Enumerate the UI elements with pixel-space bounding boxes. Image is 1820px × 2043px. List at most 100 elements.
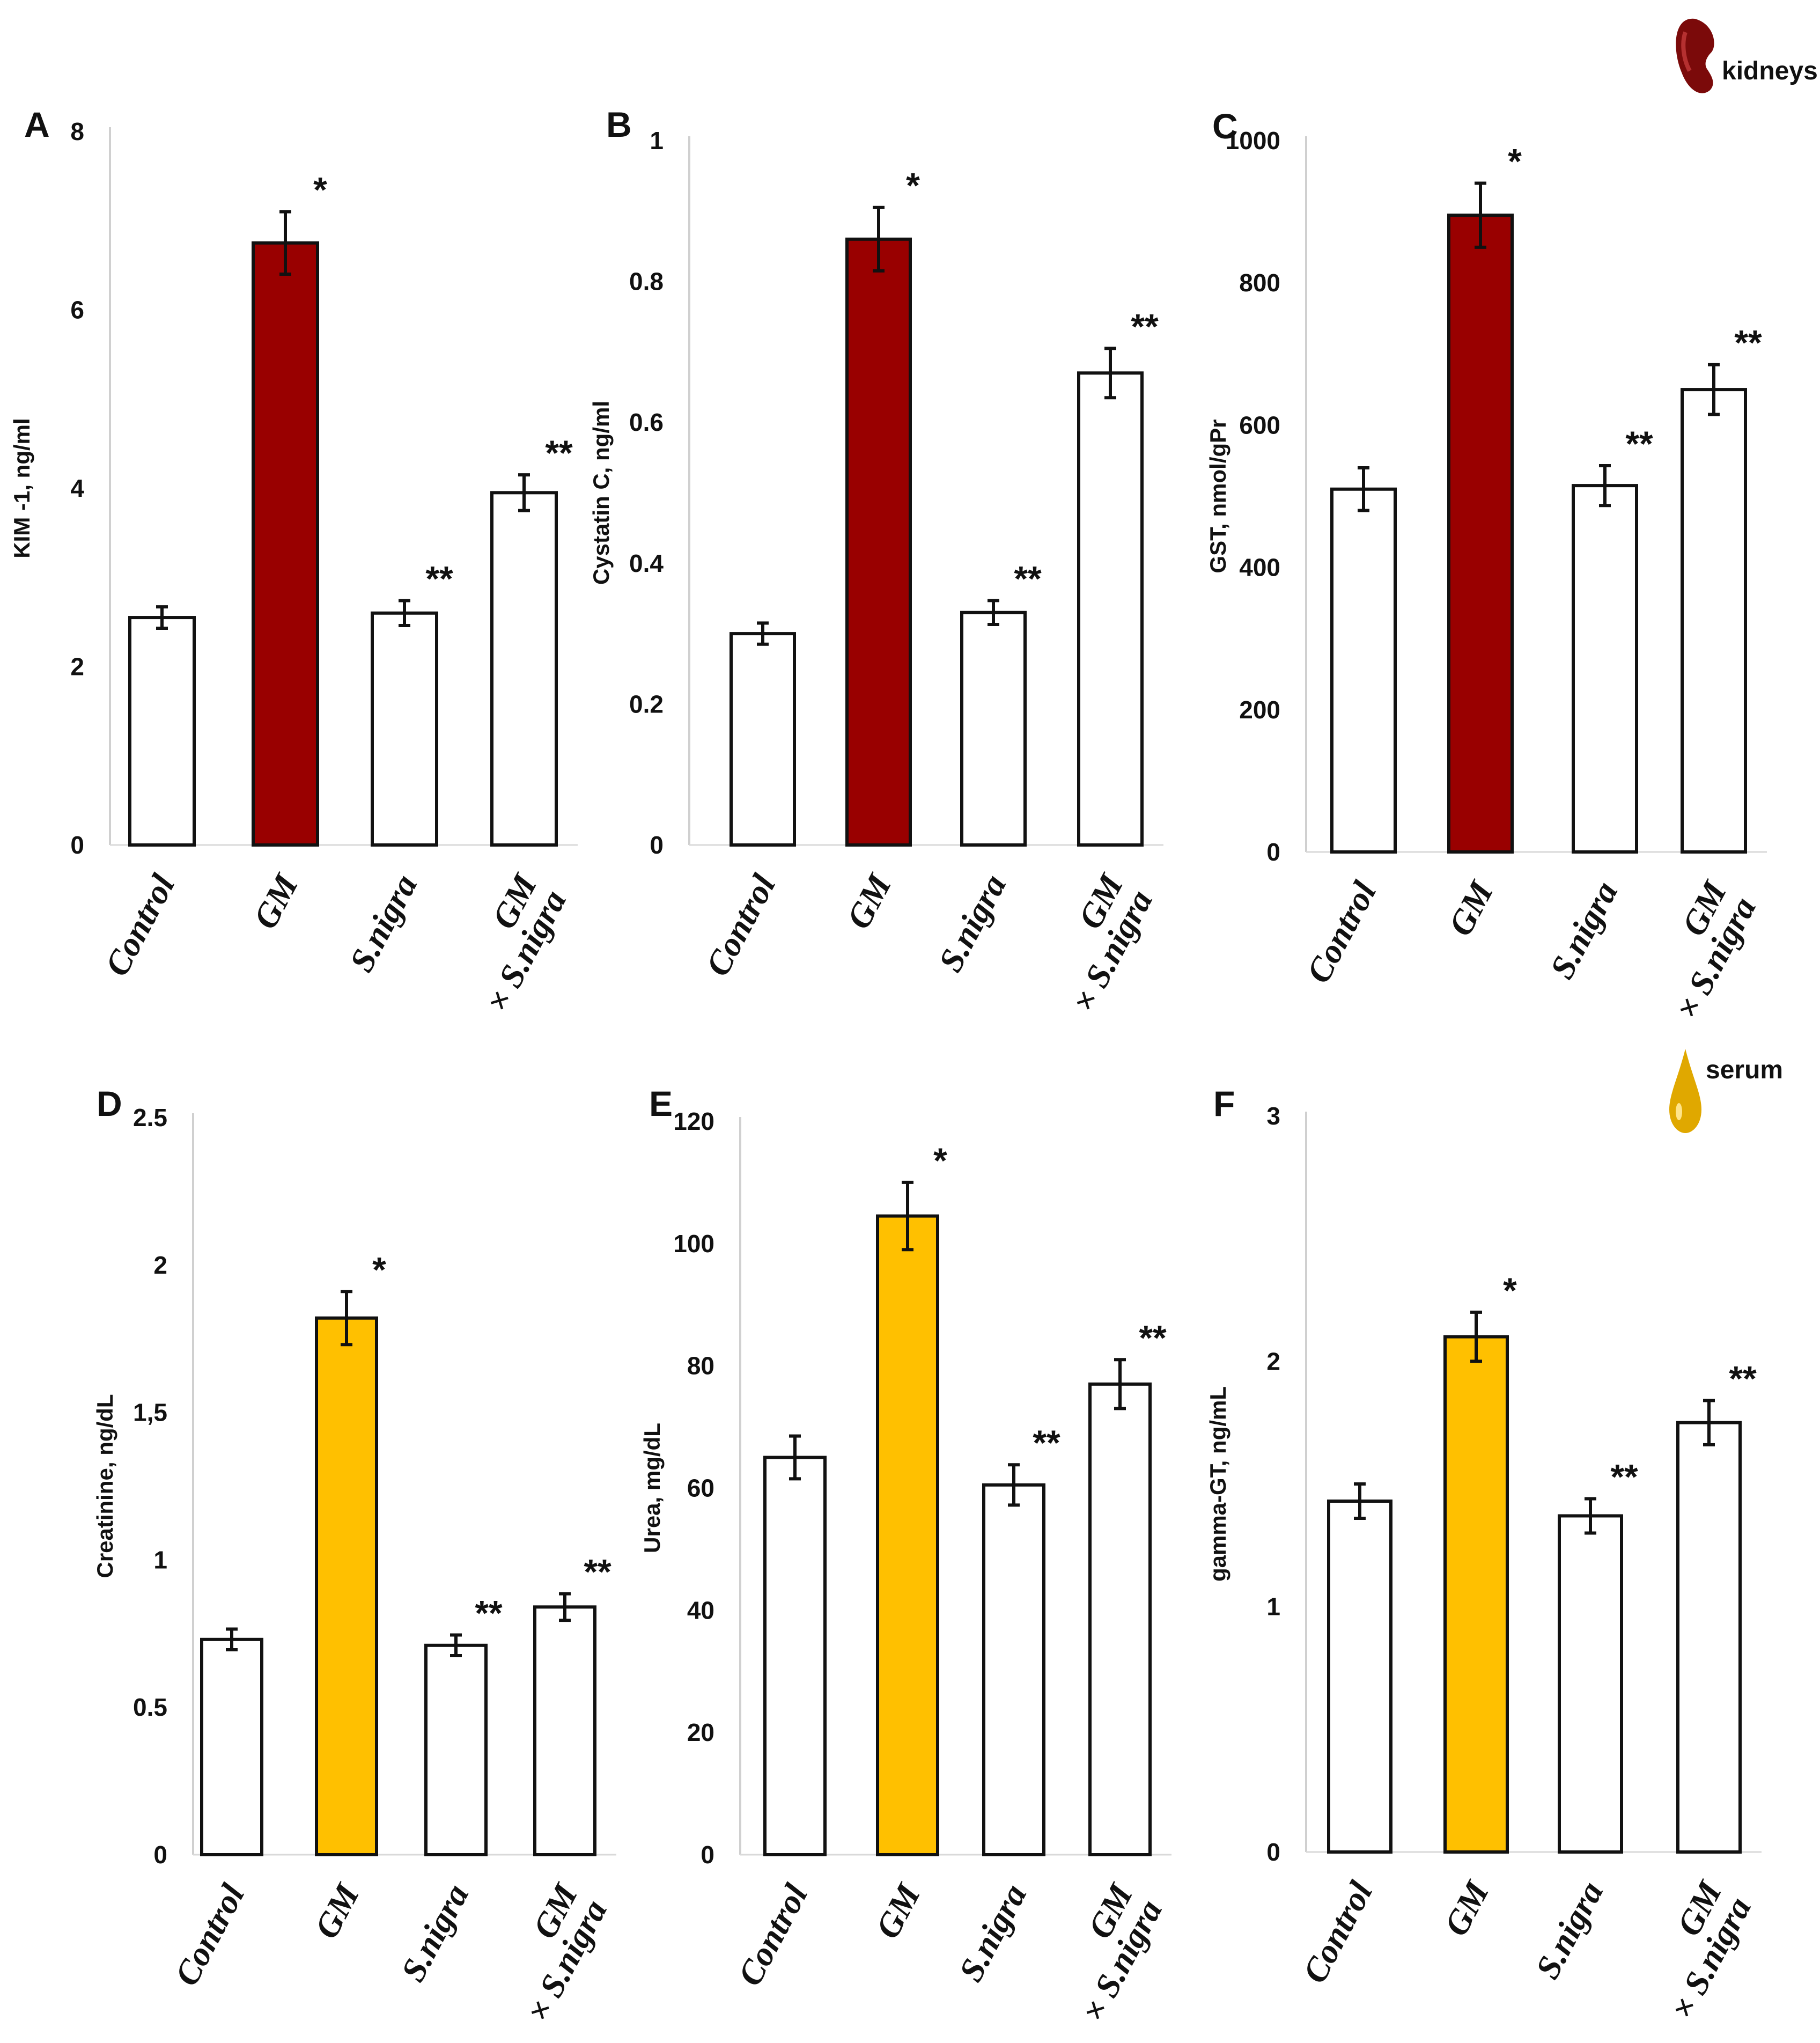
error-bar xyxy=(1470,1310,1482,1363)
y-tick-label: 0.4 xyxy=(629,549,664,577)
y-tick-label: 1 xyxy=(1266,1593,1280,1621)
significance-marker: * xyxy=(933,1141,947,1180)
error-bar xyxy=(1708,363,1720,416)
y-tick-label: 0 xyxy=(153,1841,167,1869)
bar xyxy=(1077,371,1144,847)
y-tick-label: 0 xyxy=(70,831,84,859)
significance-marker: ** xyxy=(1139,1318,1167,1357)
bar xyxy=(1447,214,1514,854)
y-tick-label: 4 xyxy=(70,474,84,502)
bar xyxy=(876,1214,939,1856)
category-label: Control xyxy=(730,1878,815,1992)
significance-marker: ** xyxy=(1014,558,1042,598)
category-label: Control xyxy=(97,868,182,982)
significance-marker: ** xyxy=(545,433,573,473)
category-label: Control xyxy=(167,1878,252,1992)
y-tick-label: 0 xyxy=(1266,1838,1280,1866)
y-axis-label: KIM -1, ng/ml xyxy=(9,418,34,558)
y-tick-label: 1000 xyxy=(1226,127,1280,155)
y-tick-label: 80 xyxy=(687,1352,714,1380)
bar xyxy=(1330,487,1397,854)
category-label: GM× S.nigra xyxy=(1638,874,1764,1025)
serum-badge: serum xyxy=(1669,1049,1783,1133)
panel-f: F 0 1 2 3 gamma-GT, ng/mL Control * GM ** S.nigra *… xyxy=(1205,1084,1762,2025)
serum-label: serum xyxy=(1706,1056,1783,1084)
significance-marker: * xyxy=(1508,142,1522,181)
significance-marker: * xyxy=(906,166,920,205)
y-axis-label: gamma-GT, ng/mL xyxy=(1205,1386,1230,1582)
category-label: S.nigra xyxy=(931,868,1014,978)
bar xyxy=(200,1637,263,1856)
error-bar xyxy=(1475,181,1486,249)
panel-a: A 0 2 4 6 8 KIM -1, ng/ml Control * GM ** S.nigra **… xyxy=(9,105,578,1018)
kidney-icon xyxy=(1676,18,1714,93)
y-tick-label: 1 xyxy=(650,127,664,155)
error-bar xyxy=(279,210,291,276)
y-tick-label: 1 xyxy=(153,1546,167,1574)
category-label: GM xyxy=(1436,1874,1497,1942)
bar xyxy=(1443,1335,1509,1854)
category-label: GM× S.nigra xyxy=(448,867,574,1018)
category-label: S.nigra xyxy=(394,1878,476,1988)
category-label: GM xyxy=(307,1877,367,1944)
y-tick-label: 20 xyxy=(687,1718,714,1746)
significance-marker: ** xyxy=(1729,1359,1757,1399)
bar xyxy=(424,1643,488,1856)
y-tick-label: 0 xyxy=(1266,838,1280,866)
y-tick-label: 0.2 xyxy=(629,690,664,718)
error-bar xyxy=(873,205,885,273)
error-bar xyxy=(988,599,999,627)
category-label: GM× S.nigra xyxy=(1035,867,1160,1018)
panel-letter: F xyxy=(1213,1084,1235,1123)
serum-drop-icon xyxy=(1669,1049,1701,1133)
bar xyxy=(371,611,438,847)
panel-b: B 0 0.2 0.4 0.6 0.8 1 Cystatin C, ng/ml Control *… xyxy=(588,105,1163,1018)
y-tick-label: 3 xyxy=(1266,1102,1280,1130)
bar xyxy=(490,491,558,847)
error-bar xyxy=(1599,464,1611,508)
y-axis-label: Creatinine, ng/dL xyxy=(92,1394,117,1578)
bar xyxy=(252,241,319,847)
significance-marker: ** xyxy=(1131,306,1159,346)
bar xyxy=(1327,1500,1392,1854)
y-tick-label: 2.5 xyxy=(133,1104,167,1131)
error-bar xyxy=(789,1434,801,1481)
category-label: GM× S.nigra xyxy=(489,1877,615,2028)
y-tick-label: 0.8 xyxy=(629,268,664,296)
panel-letter: B xyxy=(606,105,632,144)
y-tick-label: 40 xyxy=(687,1596,714,1624)
serum-drop-shine xyxy=(1676,1103,1682,1120)
y-tick-label: 100 xyxy=(673,1230,714,1258)
bar xyxy=(730,632,796,847)
y-tick-label: 60 xyxy=(687,1474,714,1502)
significance-marker: ** xyxy=(1734,323,1762,363)
significance-marker: ** xyxy=(475,1593,503,1633)
category-label: S.nigra xyxy=(1528,1875,1611,1985)
panel-letter: D xyxy=(97,1084,122,1123)
y-axis-label: GST, nmol/gPr xyxy=(1205,419,1230,573)
error-bar xyxy=(156,605,168,630)
bar xyxy=(1088,1382,1152,1856)
error-bar xyxy=(226,1627,238,1652)
y-tick-label: 2 xyxy=(70,653,84,681)
y-tick-label: 400 xyxy=(1239,554,1280,582)
error-bar xyxy=(1008,1463,1020,1507)
error-bar xyxy=(902,1180,913,1252)
category-label: S.nigra xyxy=(1543,875,1625,985)
error-bar xyxy=(1354,1482,1366,1520)
y-tick-label: 1,5 xyxy=(133,1399,167,1427)
bar xyxy=(1558,1514,1623,1854)
bar xyxy=(960,611,1027,847)
panel-letter: E xyxy=(649,1084,673,1123)
kidneys-badge: kidneys xyxy=(1676,18,1818,93)
category-label: Control xyxy=(698,868,783,982)
bar xyxy=(763,1456,827,1857)
error-bar xyxy=(1104,347,1116,400)
y-tick-label: 600 xyxy=(1239,411,1280,439)
y-axis-label: Urea, mg/dL xyxy=(639,1423,665,1553)
y-tick-label: 120 xyxy=(673,1107,714,1135)
y-tick-label: 2 xyxy=(1266,1347,1280,1375)
category-label: GM xyxy=(839,867,899,935)
